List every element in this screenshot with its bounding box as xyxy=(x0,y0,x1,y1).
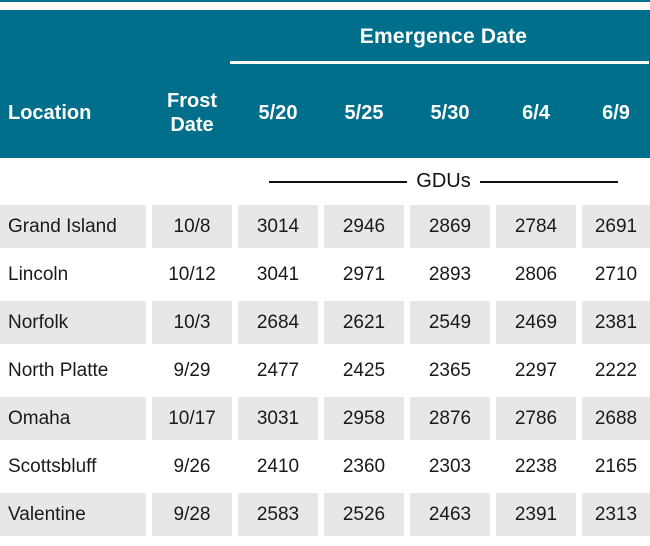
gdu-cell: 2381 xyxy=(582,301,650,344)
gdu-cell: 2893 xyxy=(428,263,472,285)
gdu-cell: 2869 xyxy=(410,205,490,248)
column-header-frost-date: Frost Date xyxy=(152,89,232,137)
column-headers-row: Location Frost Date 5/20 5/25 5/30 6/4 6… xyxy=(0,70,650,155)
emergence-date-underline xyxy=(230,61,649,64)
gdu-cell: 2784 xyxy=(496,205,576,248)
column-header-date-4: 6/4 xyxy=(522,101,550,124)
gdu-cell: 2583 xyxy=(238,493,318,536)
gdu-cell: 2549 xyxy=(410,301,490,344)
gdu-cell: 2222 xyxy=(594,359,638,381)
gdu-cell: 2425 xyxy=(342,359,386,381)
units-label: GDUs xyxy=(416,170,471,192)
gdu-cell: 2946 xyxy=(324,205,404,248)
gdu-cell: 2463 xyxy=(410,493,490,536)
frost-date-cell: 10/8 xyxy=(152,205,232,248)
column-header-location: Location xyxy=(8,101,92,124)
frost-date-cell: 10/12 xyxy=(168,263,216,285)
location-cell: Valentine xyxy=(0,493,146,536)
table-row: Omaha 10/17 3031 2958 2876 2786 2688 xyxy=(0,397,650,440)
location-cell: Norfolk xyxy=(0,301,146,344)
gdu-cell: 2876 xyxy=(410,397,490,440)
location-cell: Lincoln xyxy=(8,263,69,285)
frost-date-cell: 10/17 xyxy=(152,397,232,440)
gdu-cell: 2691 xyxy=(582,205,650,248)
frost-date-line2: Date xyxy=(170,113,214,136)
frost-date-cell: 9/26 xyxy=(173,455,211,477)
column-header-date-3: 5/30 xyxy=(430,101,470,124)
gdu-cell: 2410 xyxy=(256,455,300,477)
location-cell: Omaha xyxy=(0,397,146,440)
frost-date-line1: Frost xyxy=(167,89,217,112)
gdu-cell: 2786 xyxy=(496,397,576,440)
location-cell: Grand Island xyxy=(0,205,146,248)
table-body: Grand Island 10/8 3014 2946 2869 2784 26… xyxy=(0,205,650,536)
gdu-cell: 2958 xyxy=(324,397,404,440)
top-border-rule xyxy=(0,0,650,2)
gdu-cell: 2469 xyxy=(496,301,576,344)
gdu-cell: 2806 xyxy=(514,263,558,285)
gdu-cell: 2238 xyxy=(514,455,558,477)
gdu-cell: 2297 xyxy=(514,359,558,381)
units-band: GDUs xyxy=(237,158,650,205)
location-cell: Scottsbluff xyxy=(8,455,97,477)
column-header-date-5: 6/9 xyxy=(602,101,630,124)
gdu-cell: 2477 xyxy=(256,359,300,381)
gdu-cell: 2971 xyxy=(342,263,386,285)
table-row: Valentine 9/28 2583 2526 2463 2391 2313 xyxy=(0,493,650,536)
frost-date-cell: 10/3 xyxy=(152,301,232,344)
gdu-cell: 3014 xyxy=(238,205,318,248)
table-row: Grand Island 10/8 3014 2946 2869 2784 26… xyxy=(0,205,650,248)
gdu-cell: 2621 xyxy=(324,301,404,344)
frost-date-cell: 9/28 xyxy=(152,493,232,536)
gdu-cell: 2684 xyxy=(238,301,318,344)
gdu-cell: 2165 xyxy=(594,455,638,477)
gdu-cell: 2303 xyxy=(428,455,472,477)
frost-date-cell: 9/29 xyxy=(173,359,211,381)
table-header: Emergence Date Location Frost Date 5/20 … xyxy=(0,10,650,158)
table-row: North Platte 9/29 2477 2425 2365 2297 22… xyxy=(0,349,650,392)
gdu-cell: 2710 xyxy=(594,263,638,285)
gdu-cell: 3031 xyxy=(238,397,318,440)
table-row: Norfolk 10/3 2684 2621 2549 2469 2381 xyxy=(0,301,650,344)
column-header-date-1: 5/20 xyxy=(258,101,298,124)
units-left-rule xyxy=(269,180,408,183)
emergence-date-group-header: Emergence Date xyxy=(359,25,528,48)
gdu-cell: 2365 xyxy=(428,359,472,381)
location-cell: North Platte xyxy=(8,359,109,381)
gdu-cell: 2526 xyxy=(324,493,404,536)
gdu-cell: 3041 xyxy=(256,263,300,285)
gdu-cell: 2313 xyxy=(582,493,650,536)
gdu-cell: 2360 xyxy=(342,455,386,477)
gdu-cell: 2688 xyxy=(582,397,650,440)
gdu-cell: 2391 xyxy=(496,493,576,536)
table-row: Lincoln 10/12 3041 2971 2893 2806 2710 xyxy=(0,253,650,296)
table-row: Scottsbluff 9/26 2410 2360 2303 2238 216… xyxy=(0,445,650,488)
column-header-date-2: 5/25 xyxy=(344,101,384,124)
units-right-rule xyxy=(479,180,618,183)
